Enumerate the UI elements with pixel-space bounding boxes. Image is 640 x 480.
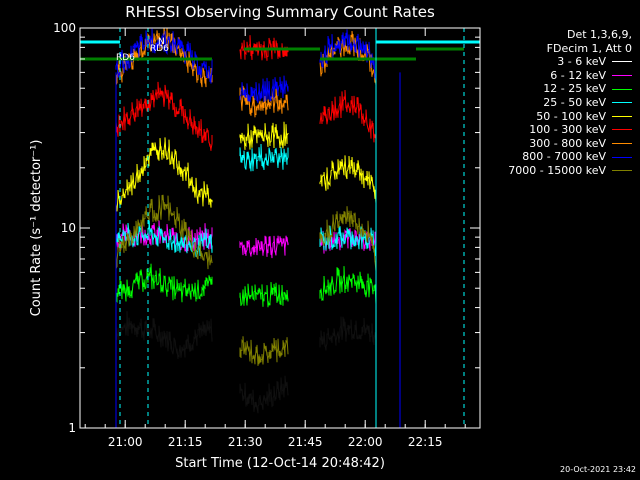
legend-entry: 6 - 12 keV [478, 69, 632, 83]
legend-swatch [612, 75, 632, 77]
series-line [239, 35, 289, 61]
x-tick-label: 21:30 [228, 435, 263, 449]
series-line [319, 89, 377, 143]
legend-entry: 3 - 6 keV [478, 55, 632, 69]
legend-label: 12 - 25 keV [543, 82, 606, 96]
rd6-label-mid: RD6 [150, 44, 169, 54]
legend-swatch [612, 143, 632, 145]
y-tick-label: 100 [53, 21, 76, 35]
legend-swatch [612, 156, 632, 158]
rd6-label-left: RD6 [116, 53, 135, 63]
series-300-800-kev [115, 27, 377, 118]
series-line [115, 194, 213, 270]
legend-label: 300 - 800 keV [529, 136, 606, 150]
series-line [115, 311, 213, 359]
series-line [319, 316, 377, 351]
timestamp: 20-Oct-2021 23:42 [560, 465, 636, 474]
legend-entry: 12 - 25 keV [478, 82, 632, 96]
legend-swatch [612, 129, 632, 131]
legend-entry: 800 - 7000 keV [478, 150, 632, 164]
series-line [115, 137, 213, 212]
series-800-7000-kev [115, 28, 377, 103]
legend-header-decimation: FDecim 1, Att 0 [546, 41, 632, 55]
series-line [319, 29, 377, 82]
plot-area [80, 27, 480, 428]
legend-entry: 7000 - 15000 keV [478, 164, 632, 178]
series-25-50-kev [115, 143, 377, 257]
series-line [239, 85, 289, 118]
x-tick-label: 21:00 [108, 435, 143, 449]
legend-swatch [612, 88, 632, 90]
series-line [115, 220, 213, 253]
legend-entry: 50 - 100 keV [478, 110, 632, 124]
n-label: N [158, 37, 165, 47]
series-line [239, 121, 289, 150]
legend-label: 3 - 6 keV [557, 55, 606, 69]
series-100-300-kev [115, 35, 377, 151]
legend-swatch [612, 61, 632, 63]
axes: 21:00 21:15 21:30 21:45 22:00 22:15 1 10 100 [53, 21, 480, 449]
x-tick-label: 21:45 [288, 435, 323, 449]
x-axis-label: Start Time (12-Oct-14 20:48:42) [175, 456, 385, 471]
legend-entries: 3 - 6 keV 6 - 12 keV 12 - 25 keV 25 - 50 ke… [478, 55, 632, 177]
series-line [319, 206, 377, 272]
y-tick-label: 10 [61, 221, 76, 235]
legend-entry: 100 - 300 keV [478, 123, 632, 137]
legend-swatch [612, 170, 632, 172]
legend-entry: 25 - 50 keV [478, 96, 632, 110]
series-3-6-kev [115, 311, 377, 414]
series-line [115, 81, 213, 151]
series-line [239, 282, 289, 308]
series-50-100-kev [115, 121, 377, 212]
series-12-25-kev [115, 263, 377, 308]
series-line [239, 75, 289, 103]
legend-label: 25 - 50 keV [543, 95, 606, 109]
legend-label: 6 - 12 keV [550, 68, 606, 82]
series-line [319, 266, 377, 305]
legend-label: 7000 - 15000 keV [508, 163, 606, 177]
x-tick-label: 22:00 [348, 435, 383, 449]
x-tick-label: 21:15 [168, 435, 203, 449]
series-line [319, 225, 377, 257]
series-line [319, 155, 377, 204]
chart-title: RHESSI Observing Summary Count Rates [125, 3, 435, 21]
legend-label: 100 - 300 keV [529, 123, 606, 137]
legend-swatch [612, 115, 632, 117]
legend-entry: 300 - 800 keV [478, 137, 632, 151]
series-line [115, 263, 213, 304]
series-line [239, 375, 289, 414]
x-tick-label: 22:15 [408, 435, 443, 449]
legend: Det 1,3,6,9, FDecim 1, Att 0 3 - 6 keV 6 … [478, 28, 632, 178]
y-axis-label: Count Rate (s⁻¹ detector⁻¹) [29, 140, 44, 317]
series-line [115, 27, 213, 90]
series-line [115, 28, 213, 84]
y-tick-label: 1 [68, 421, 76, 435]
legend-swatch [612, 102, 632, 104]
series-line [239, 235, 289, 259]
series-7000-15000-kev [115, 194, 377, 366]
legend-label: 50 - 100 keV [536, 109, 606, 123]
legend-header-detectors: Det 1,3,6,9, [566, 28, 632, 41]
series-line [239, 143, 289, 172]
legend-label: 800 - 7000 keV [522, 150, 606, 164]
series-line [239, 336, 289, 366]
